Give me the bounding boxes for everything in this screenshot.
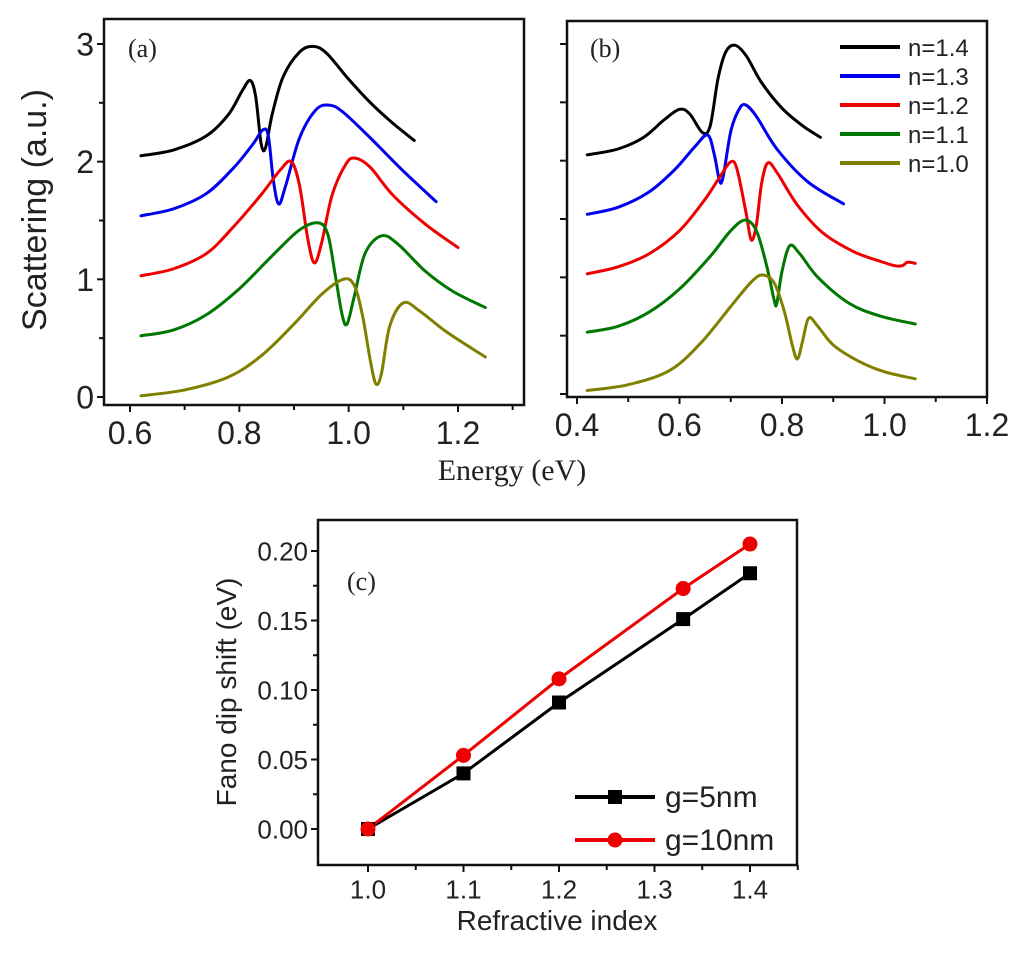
panel-c-xlabel: Refractive index: [457, 905, 658, 936]
y-tick-label: 3: [76, 27, 94, 63]
panel-c-ylabel: Fano dip shift (eV): [211, 578, 242, 807]
x-tick-label: 1.3: [636, 874, 672, 904]
panel-c-xticks: 1.0 1.1 1.2 1.3 1.4: [350, 865, 799, 904]
panel-a: 0.6 0.8 1.0 1.2 0 1 2 3 (a) Scattering (a.u.): [16, 17, 526, 451]
data-point-square: [456, 766, 471, 781]
legend-label: n=1.3: [908, 64, 969, 91]
data-point-circle: [675, 581, 691, 597]
x-tick-label: 1.2: [436, 415, 480, 451]
curve-n-1-1: [585, 218, 917, 334]
curve-n-1-0: [585, 273, 917, 392]
y-tick-label: 1: [76, 262, 94, 298]
panel-c-label: (c): [347, 567, 376, 596]
data-point-square: [743, 566, 757, 581]
panel-b: 0.4 0.6 0.8 1.0 1.2 (b) n=1.4n=1.3n=1.2n=1.1…: [555, 19, 1009, 443]
y-tick-label: 2: [76, 144, 94, 180]
y-tick-label: 0.10: [257, 675, 308, 705]
x-tick-label: 1.2: [541, 874, 577, 904]
panel-a-xticks: 0.6 0.8 1.0 1.2: [108, 405, 514, 451]
legend-label: n=1.4: [908, 35, 969, 62]
shared-xlabel: Energy (eV): [438, 454, 587, 487]
data-point-square: [676, 612, 691, 627]
legend-label: n=1.2: [908, 93, 969, 120]
x-tick-label: 1.0: [350, 874, 386, 904]
x-tick-label: 0.8: [217, 415, 261, 451]
panel-a-frame: [102, 17, 526, 407]
panel-c-series: [360, 536, 758, 837]
y-tick-label: 0.00: [257, 814, 308, 844]
x-tick-label: 1.1: [445, 874, 481, 904]
x-tick-label: 0.6: [657, 407, 701, 443]
panel-c-yticks: 0.00 0.05 0.10 0.15 0.20: [257, 536, 318, 844]
panel-a-label: (a): [128, 34, 157, 63]
legend-label: n=1.1: [908, 122, 969, 149]
panel-b-yticks: [560, 43, 567, 395]
legend-marker-circle: [607, 832, 623, 848]
panel-a-ylabel: Scattering (a.u.): [16, 89, 54, 331]
y-tick-label: 0.20: [257, 536, 308, 566]
data-point-circle: [551, 671, 567, 687]
panel-b-xticks: 0.4 0.6 0.8 1.0 1.2: [555, 397, 1009, 443]
curve-n-1-0: [139, 277, 487, 398]
data-point-circle: [360, 821, 376, 837]
curve-n-1-3: [585, 102, 845, 216]
x-tick-label: 0.6: [108, 415, 152, 451]
data-point-circle: [742, 536, 758, 552]
legend-marker-square: [608, 790, 622, 804]
curve-n-1-2: [585, 159, 917, 276]
y-tick-label: 0.15: [257, 606, 308, 636]
panel-a-yticks: 0 1 2 3: [76, 27, 104, 416]
x-tick-label: 1.4: [732, 874, 768, 904]
panel-b-label: (b): [590, 34, 620, 63]
curve-n-1-3: [139, 103, 438, 218]
data-point-circle: [456, 747, 471, 763]
y-tick-label: 0: [76, 380, 94, 416]
x-tick-label: 0.8: [760, 407, 804, 443]
x-tick-label: 1.2: [965, 407, 1009, 443]
panel-c: 1.0 1.1 1.2 1.3 1.4 0.00 0.05 0.10 0.15 0.20 (c)…: [211, 518, 799, 936]
data-point-square: [552, 695, 566, 710]
curve-n-1-2: [139, 156, 460, 278]
panel-a-curves: [139, 44, 487, 398]
panel-c-legend: g=5nm g=10nm: [575, 781, 774, 857]
x-tick-label: 0.4: [555, 407, 599, 443]
curve-n-1-4: [585, 43, 822, 157]
legend-label: g=5nm: [665, 781, 758, 814]
legend-label: g=10nm: [665, 824, 774, 857]
curve-n-1-1: [139, 221, 487, 338]
panel-b-curves: [585, 43, 917, 392]
panel-b-frame: [565, 19, 989, 399]
x-tick-label: 1.0: [326, 415, 370, 451]
panel-b-legend: n=1.4n=1.3n=1.2n=1.1n=1.0: [840, 35, 969, 178]
legend-label: n=1.0: [908, 151, 969, 178]
x-tick-label: 1.0: [862, 407, 906, 443]
panel-c-frame: [316, 518, 799, 867]
y-tick-label: 0.05: [257, 745, 308, 775]
